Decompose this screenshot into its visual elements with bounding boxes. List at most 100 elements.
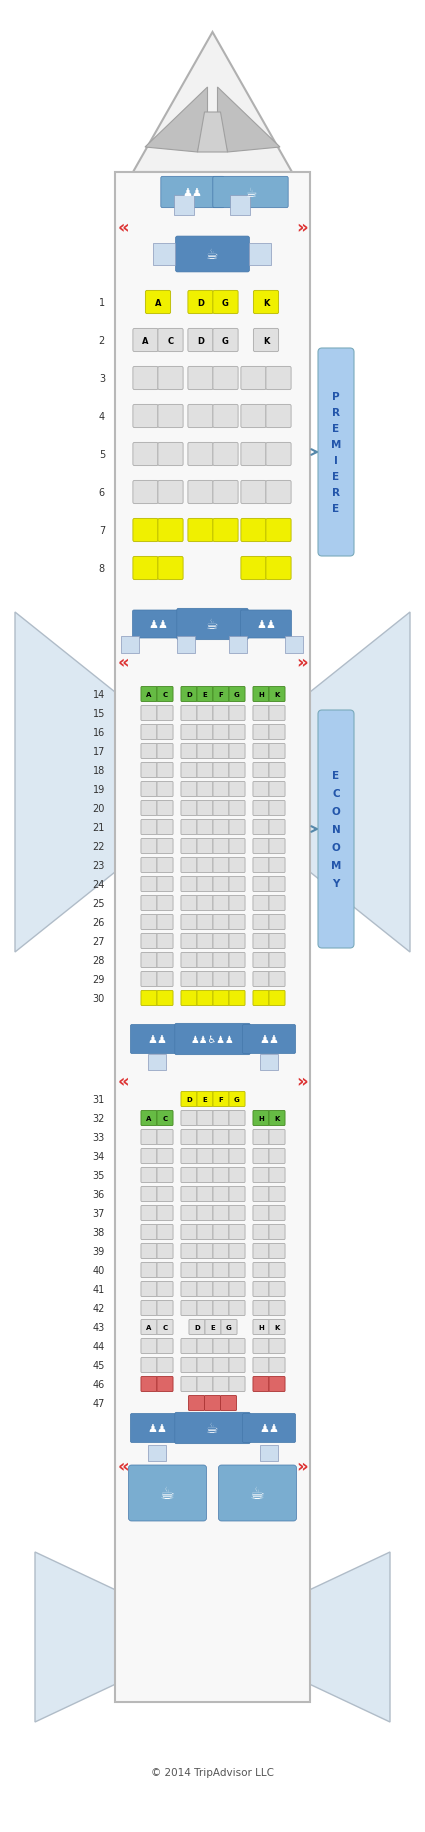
FancyBboxPatch shape — [253, 1339, 269, 1354]
FancyBboxPatch shape — [229, 953, 245, 967]
FancyBboxPatch shape — [141, 973, 157, 987]
FancyBboxPatch shape — [269, 839, 285, 854]
Text: E: E — [332, 504, 340, 513]
Text: D: D — [186, 692, 192, 698]
FancyBboxPatch shape — [181, 821, 197, 835]
Text: E: E — [203, 1096, 207, 1103]
FancyBboxPatch shape — [241, 443, 266, 467]
FancyBboxPatch shape — [229, 1262, 245, 1279]
FancyBboxPatch shape — [161, 178, 224, 209]
FancyBboxPatch shape — [188, 366, 213, 390]
FancyBboxPatch shape — [269, 914, 285, 931]
FancyBboxPatch shape — [229, 1358, 245, 1372]
FancyBboxPatch shape — [141, 705, 157, 722]
Text: 44: 44 — [93, 1341, 105, 1352]
FancyBboxPatch shape — [141, 1282, 157, 1297]
Text: 6: 6 — [99, 487, 105, 498]
FancyBboxPatch shape — [157, 857, 173, 874]
FancyBboxPatch shape — [177, 608, 248, 641]
FancyBboxPatch shape — [157, 1149, 173, 1163]
Text: R: R — [332, 487, 340, 498]
FancyBboxPatch shape — [253, 934, 269, 949]
FancyBboxPatch shape — [197, 821, 213, 835]
FancyBboxPatch shape — [181, 1149, 197, 1163]
FancyBboxPatch shape — [229, 857, 245, 874]
FancyBboxPatch shape — [213, 687, 229, 702]
FancyBboxPatch shape — [157, 1262, 173, 1279]
Text: K: K — [263, 299, 269, 308]
FancyBboxPatch shape — [229, 1130, 245, 1145]
Text: 22: 22 — [93, 841, 105, 852]
FancyBboxPatch shape — [241, 518, 266, 542]
FancyBboxPatch shape — [269, 1110, 285, 1127]
Text: D: D — [197, 337, 204, 344]
Text: C: C — [167, 337, 173, 344]
FancyBboxPatch shape — [253, 1205, 269, 1220]
FancyBboxPatch shape — [318, 711, 354, 949]
FancyBboxPatch shape — [197, 1282, 213, 1297]
FancyBboxPatch shape — [213, 1130, 229, 1145]
FancyBboxPatch shape — [141, 782, 157, 797]
FancyBboxPatch shape — [213, 178, 288, 209]
FancyBboxPatch shape — [197, 1244, 213, 1259]
FancyBboxPatch shape — [269, 1319, 285, 1336]
FancyBboxPatch shape — [269, 744, 285, 758]
FancyBboxPatch shape — [148, 1445, 166, 1462]
FancyBboxPatch shape — [197, 934, 213, 949]
Polygon shape — [145, 88, 207, 152]
FancyBboxPatch shape — [157, 934, 173, 949]
Text: 23: 23 — [93, 861, 105, 870]
FancyBboxPatch shape — [253, 1110, 269, 1127]
FancyBboxPatch shape — [188, 518, 213, 542]
FancyBboxPatch shape — [269, 1167, 285, 1183]
FancyBboxPatch shape — [141, 1244, 157, 1259]
Text: A: A — [155, 299, 161, 308]
Text: ☕: ☕ — [245, 187, 256, 200]
Text: ♟♟♿♟♟: ♟♟♿♟♟ — [191, 1035, 234, 1044]
FancyBboxPatch shape — [241, 557, 266, 581]
FancyBboxPatch shape — [141, 1301, 157, 1315]
FancyBboxPatch shape — [197, 1376, 213, 1392]
Text: 34: 34 — [93, 1150, 105, 1161]
FancyBboxPatch shape — [141, 934, 157, 949]
Text: 1: 1 — [99, 299, 105, 308]
FancyBboxPatch shape — [229, 801, 245, 815]
FancyBboxPatch shape — [197, 744, 213, 758]
FancyBboxPatch shape — [269, 1282, 285, 1297]
FancyBboxPatch shape — [181, 1226, 197, 1240]
FancyBboxPatch shape — [157, 1187, 173, 1202]
FancyBboxPatch shape — [181, 725, 197, 740]
FancyBboxPatch shape — [158, 482, 183, 504]
FancyBboxPatch shape — [253, 725, 269, 740]
Text: N: N — [332, 824, 340, 835]
Text: 30: 30 — [93, 993, 105, 1004]
FancyBboxPatch shape — [141, 764, 157, 779]
FancyBboxPatch shape — [133, 366, 158, 390]
FancyBboxPatch shape — [269, 857, 285, 874]
Polygon shape — [198, 114, 227, 152]
Text: 8: 8 — [99, 564, 105, 573]
Text: 25: 25 — [93, 898, 105, 909]
FancyBboxPatch shape — [197, 801, 213, 815]
FancyBboxPatch shape — [269, 1187, 285, 1202]
FancyBboxPatch shape — [157, 1130, 173, 1145]
FancyBboxPatch shape — [157, 782, 173, 797]
FancyBboxPatch shape — [197, 1149, 213, 1163]
Text: 20: 20 — [93, 804, 105, 813]
FancyBboxPatch shape — [157, 1244, 173, 1259]
FancyBboxPatch shape — [181, 782, 197, 797]
Text: 38: 38 — [93, 1227, 105, 1237]
FancyBboxPatch shape — [229, 705, 245, 722]
FancyBboxPatch shape — [181, 839, 197, 854]
Text: E: E — [332, 771, 340, 780]
Text: E: E — [332, 423, 340, 434]
FancyBboxPatch shape — [181, 1187, 197, 1202]
FancyBboxPatch shape — [188, 443, 213, 467]
FancyBboxPatch shape — [181, 1282, 197, 1297]
FancyBboxPatch shape — [213, 1301, 229, 1315]
Text: «: « — [117, 218, 129, 236]
FancyBboxPatch shape — [218, 1466, 297, 1521]
FancyBboxPatch shape — [269, 801, 285, 815]
FancyBboxPatch shape — [157, 973, 173, 987]
FancyBboxPatch shape — [266, 366, 291, 390]
